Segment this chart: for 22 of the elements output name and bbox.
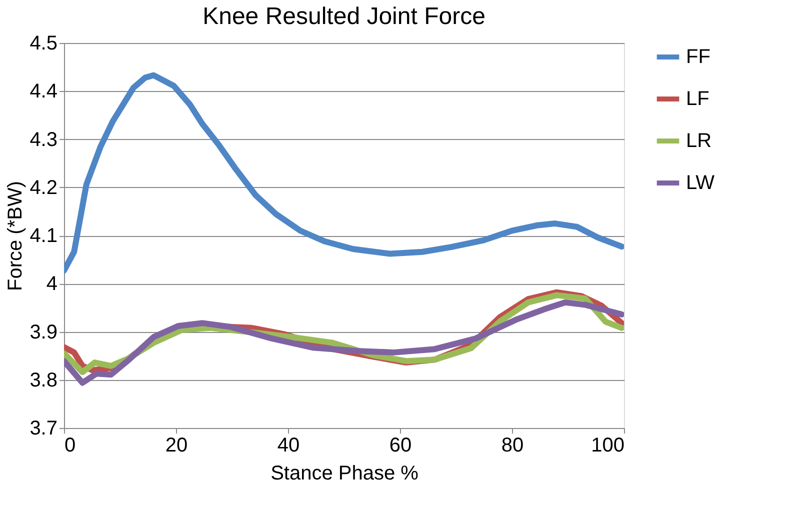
- x-axis-title: Stance Phase %: [270, 462, 419, 484]
- y-tick-label: 4.2: [30, 176, 58, 199]
- y-tick-label: 4: [46, 273, 58, 296]
- legend-label: LF: [686, 88, 710, 110]
- y-tick-label: 4.5: [30, 32, 58, 54]
- x-tick-label: 20: [165, 434, 188, 456]
- chart-title: Knee Resulted Joint Force: [202, 3, 486, 30]
- y-axis-title: Force (*BW): [4, 181, 27, 291]
- legend-label: LR: [686, 130, 712, 152]
- x-tick-label: 40: [277, 434, 300, 456]
- y-tick-label: 3.7: [30, 418, 58, 440]
- legend-label: LW: [686, 172, 715, 194]
- y-tick-label: 4.4: [30, 80, 58, 103]
- x-tick-label: 0: [64, 434, 76, 456]
- x-tick-label: 80: [501, 434, 524, 456]
- x-tick-label: 60: [389, 434, 412, 456]
- y-tick-label: 4.3: [30, 128, 58, 151]
- y-tick-label: 3.9: [30, 321, 58, 344]
- legend-label: FF: [686, 46, 710, 68]
- x-tick-label: 100: [591, 434, 624, 456]
- y-tick-label: 3.8: [30, 369, 58, 392]
- y-tick-label: 4.1: [30, 225, 58, 247]
